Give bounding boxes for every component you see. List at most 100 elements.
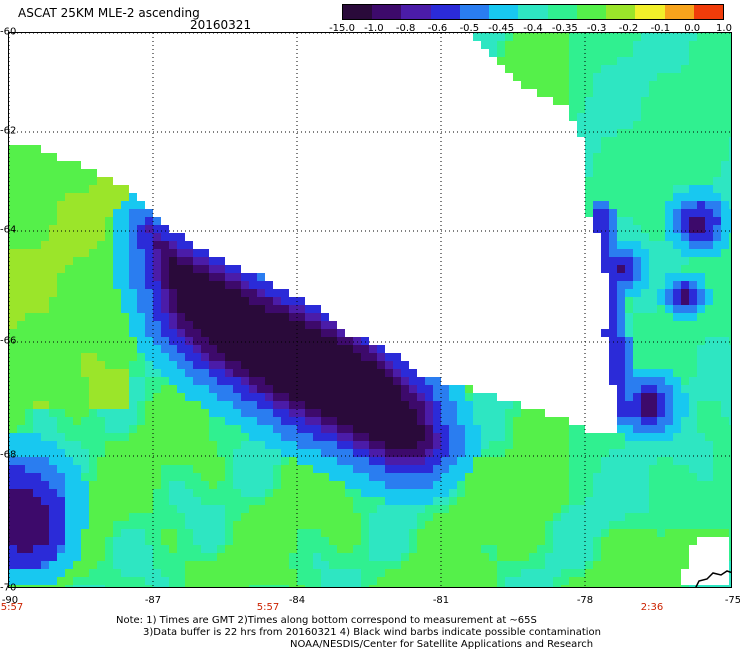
data-cell	[289, 537, 297, 545]
data-cell	[497, 577, 505, 585]
data-cell	[537, 57, 545, 65]
data-cell	[49, 481, 57, 489]
data-cell	[481, 529, 489, 537]
data-cell	[161, 225, 169, 233]
data-cell	[561, 49, 569, 57]
data-cell	[193, 561, 201, 569]
data-cell	[257, 313, 265, 321]
data-cell	[121, 289, 129, 297]
data-cell	[281, 433, 289, 441]
data-cell	[329, 481, 337, 489]
data-cell	[297, 425, 305, 433]
data-cell	[9, 393, 17, 401]
data-cell	[673, 441, 681, 449]
data-cell	[489, 449, 497, 457]
data-cell	[121, 369, 129, 377]
data-cell	[225, 265, 233, 273]
data-cell	[9, 401, 17, 409]
data-cell	[561, 449, 569, 457]
data-cell	[625, 161, 633, 169]
data-cell	[329, 529, 337, 537]
data-cell	[177, 585, 185, 587]
data-cell	[153, 393, 161, 401]
data-cell	[521, 409, 529, 417]
data-cell	[513, 57, 521, 65]
data-cell	[473, 545, 481, 553]
data-cell	[665, 505, 673, 513]
data-cell	[673, 361, 681, 369]
data-cell	[425, 529, 433, 537]
data-cell	[417, 561, 425, 569]
data-cell	[217, 449, 225, 457]
data-cell	[473, 465, 481, 473]
data-cell	[273, 569, 281, 577]
data-cell	[105, 345, 113, 353]
data-cell	[697, 345, 705, 353]
data-cell	[689, 425, 697, 433]
data-cell	[329, 489, 337, 497]
data-cell	[641, 313, 649, 321]
data-cell	[481, 481, 489, 489]
data-cell	[673, 521, 681, 529]
data-cell	[313, 473, 321, 481]
data-cell	[41, 209, 49, 217]
data-cell	[249, 457, 257, 465]
data-cell	[281, 425, 289, 433]
data-cell	[137, 505, 145, 513]
data-cell	[393, 393, 401, 401]
data-cell	[225, 577, 233, 585]
data-cell	[553, 489, 561, 497]
data-cell	[641, 353, 649, 361]
data-cell	[33, 553, 41, 561]
data-cell	[105, 321, 113, 329]
data-cell	[489, 553, 497, 561]
data-cell	[289, 329, 297, 337]
data-cell	[209, 433, 217, 441]
data-cell	[265, 577, 273, 585]
data-cell	[449, 425, 457, 433]
data-cell	[665, 169, 673, 177]
data-cell	[721, 273, 729, 281]
data-cell	[609, 193, 617, 201]
data-cell	[545, 33, 553, 41]
data-cell	[329, 401, 337, 409]
data-cell	[353, 417, 361, 425]
data-cell	[89, 457, 97, 465]
data-cell	[153, 233, 161, 241]
data-cell	[257, 537, 265, 545]
data-cell	[585, 153, 593, 161]
data-cell	[241, 569, 249, 577]
lon-label: -81	[432, 595, 450, 606]
data-cell	[137, 345, 145, 353]
data-cell	[353, 473, 361, 481]
data-cell	[9, 209, 17, 217]
data-cell	[625, 41, 633, 49]
data-cell	[241, 321, 249, 329]
data-cell	[25, 585, 33, 587]
data-cell	[17, 185, 25, 193]
data-cell	[713, 385, 721, 393]
data-cell	[569, 97, 577, 105]
coastline	[695, 570, 731, 587]
data-cell	[329, 473, 337, 481]
data-cell	[9, 377, 17, 385]
data-cell	[257, 425, 265, 433]
data-cell	[73, 585, 81, 587]
data-cell	[641, 129, 649, 137]
data-cell	[105, 449, 113, 457]
data-cell	[57, 433, 65, 441]
data-cell	[65, 577, 73, 585]
data-cell	[497, 497, 505, 505]
data-cell	[657, 89, 665, 97]
data-cell	[473, 481, 481, 489]
data-cell	[33, 185, 41, 193]
data-cell	[689, 233, 697, 241]
data-cell	[113, 553, 121, 561]
data-cell	[65, 465, 73, 473]
data-cell	[617, 457, 625, 465]
data-cell	[625, 121, 633, 129]
data-cell	[153, 257, 161, 265]
data-cell	[521, 449, 529, 457]
data-cell	[65, 209, 73, 217]
data-cell	[585, 177, 593, 185]
